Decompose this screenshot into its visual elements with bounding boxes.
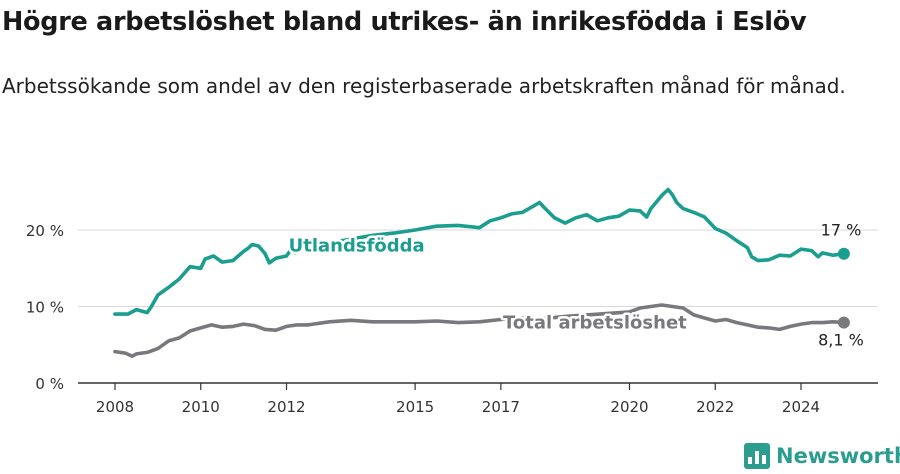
series-line-1 [113,303,846,358]
newsworthy-logo-icon [744,443,770,469]
x-tick-label: 2024 [782,398,820,416]
brand-logo: Newsworthy [744,440,900,472]
chart-subtitle: Arbetssökande som andel av den registerb… [2,74,846,98]
brand-name: Newsworthy [776,444,900,468]
series-end-point-1 [837,316,850,329]
x-tick-label: 2008 [96,398,134,416]
series-end-point-0 [837,247,850,260]
y-tick-label: 0 % [35,375,64,393]
end-value-label-total: 8,1 % [818,331,864,350]
x-tick-label: 2017 [482,398,520,416]
x-tick-label: 2015 [396,398,434,416]
y-tick-label: 10 % [26,299,64,317]
series-line-0 [113,187,846,316]
x-tick-label: 2022 [696,398,734,416]
series-label-utlandsfodda: Utlandsfödda [289,235,425,256]
x-tick-label: 2010 [182,398,220,416]
x-tick-label: 2020 [610,398,648,416]
y-tick-label: 20 % [26,222,64,240]
end-value-label-utlandsfodda: 17 % [821,220,862,239]
chart-title: Högre arbetslöshet bland utrikes- än inr… [2,7,807,37]
series-label-total: Total arbetslöshet [503,312,687,333]
x-tick-label: 2012 [267,398,305,416]
